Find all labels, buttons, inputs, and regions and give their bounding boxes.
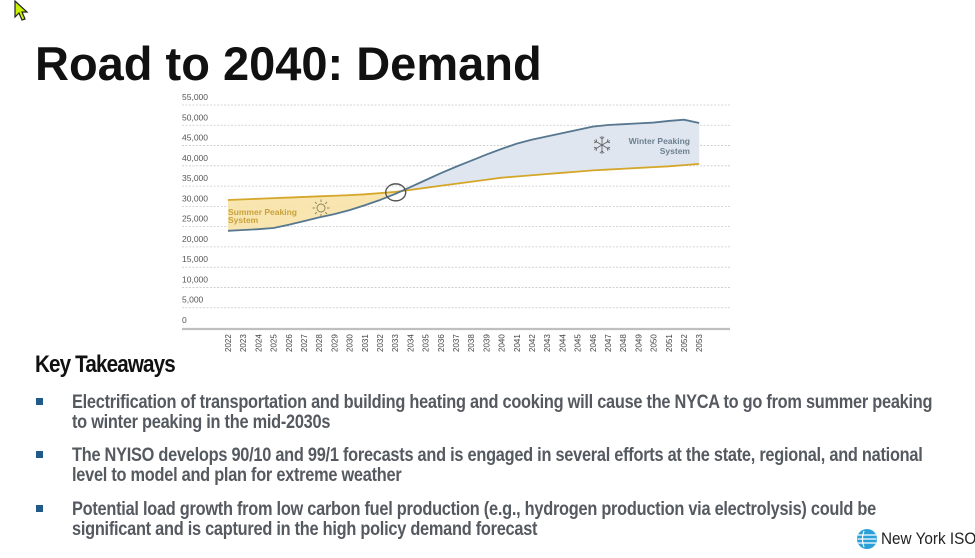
takeaway-2-line-2: level to model and plan for extreme weat… (72, 465, 402, 486)
x-tick-label: 2050 (650, 334, 659, 352)
takeaway-3-line-1: Potential load growth from low carbon fu… (72, 499, 876, 520)
x-tick-label: 2039 (482, 334, 491, 352)
x-tick-label: 2052 (680, 334, 689, 352)
winter-system-label: System (660, 146, 691, 156)
x-tick-label: 2029 (330, 334, 339, 352)
takeaway-3-line-2: significant and is captured in the high … (72, 519, 538, 540)
bullet-marker-2 (36, 451, 43, 458)
x-tick-label: 2053 (695, 334, 704, 352)
x-tick-label: 2036 (437, 334, 446, 352)
summer-peaking-area (228, 191, 396, 231)
x-tick-label: 2044 (558, 334, 567, 352)
mouse-cursor-icon (14, 0, 29, 21)
x-tick-label: 2049 (634, 334, 643, 352)
x-tick-label: 2025 (270, 334, 279, 352)
x-axis-labels: 2022 2023 2024 2025 2026 2027 2028 2029 2030 2031… (224, 334, 704, 352)
x-tick-label: 2048 (619, 334, 628, 352)
y-tick-label: 15,000 (182, 254, 208, 264)
y-tick-label: 35,000 (182, 173, 208, 183)
key-takeaways-heading: Key Takeaways (35, 351, 176, 378)
y-axis-labels: 0 5,000 10,000 15,000 20,000 25,000 30,000 35,0… (182, 92, 208, 325)
nyiso-logo: New York ISO (856, 528, 975, 550)
summer-peak-line (227, 163, 700, 201)
demand-chart: 0 5,000 10,000 15,000 20,000 25,000 30,000 35,0… (182, 92, 730, 352)
x-tick-label: 2032 (376, 334, 385, 352)
winter-peaking-label: Winter Peaking (629, 136, 690, 146)
winter-peaking-area (395, 119, 700, 194)
y-tick-label: 0 (182, 315, 187, 325)
x-tick-label: 2026 (285, 334, 294, 352)
x-tick-label: 2030 (346, 334, 355, 352)
y-tick-label: 50,000 (182, 112, 208, 122)
x-tick-label: 2027 (300, 334, 309, 352)
y-tick-label: 45,000 (182, 133, 208, 143)
x-tick-label: 2046 (589, 334, 598, 352)
chart-lines (227, 118, 700, 232)
y-tick-label: 30,000 (182, 193, 208, 203)
x-tick-label: 2035 (422, 334, 431, 352)
summer-system-label: System (228, 215, 259, 225)
x-tick-label: 2022 (224, 334, 233, 352)
x-tick-label: 2034 (406, 334, 415, 352)
x-tick-label: 2051 (665, 334, 674, 352)
takeaway-1-line-1: Electrification of transportation and bu… (72, 392, 933, 413)
x-tick-label: 2042 (528, 334, 537, 352)
crossover-circle (385, 183, 407, 202)
x-tick-label: 2045 (574, 334, 583, 352)
x-tick-label: 2043 (543, 334, 552, 352)
bullet-marker-1 (36, 398, 43, 405)
y-tick-label: 25,000 (182, 214, 208, 224)
takeaway-1-line-2: to winter peaking in the mid-2030s (72, 412, 331, 433)
sun-icon (312, 199, 330, 217)
y-tick-label: 5,000 (182, 295, 204, 305)
x-tick-label: 2033 (391, 334, 400, 352)
winter-peak-line (227, 118, 700, 232)
takeaway-2: The NYISO develops 90/10 and 99/1 foreca… (72, 446, 949, 486)
y-tick-label: 10,000 (182, 274, 208, 284)
x-tick-label: 2031 (361, 334, 370, 352)
summer-peaking-label: Summer Peaking (228, 207, 297, 217)
globe-icon (857, 529, 877, 549)
logo-text: New York ISO (881, 529, 975, 548)
x-tick-label: 2023 (239, 334, 248, 352)
x-tick-label: 2028 (315, 334, 324, 352)
snowflake-icon (593, 136, 611, 154)
y-tick-label: 20,000 (182, 234, 208, 244)
y-tick-label: 55,000 (182, 92, 208, 102)
takeaway-2-line-1: The NYISO develops 90/10 and 99/1 foreca… (72, 445, 923, 466)
slide-title: Road to 2040: Demand (35, 37, 542, 90)
bullet-marker-3 (36, 505, 43, 512)
x-tick-label: 2040 (498, 334, 507, 352)
takeaway-3: Potential load growth from low carbon fu… (72, 500, 949, 540)
y-tick-label: 40,000 (182, 153, 208, 163)
takeaway-1: Electrification of transportation and bu… (72, 393, 949, 433)
x-tick-label: 2041 (513, 334, 522, 352)
x-tick-label: 2038 (467, 334, 476, 352)
x-tick-label: 2024 (254, 334, 263, 352)
x-tick-label: 2037 (452, 334, 461, 352)
x-tick-label: 2047 (604, 334, 613, 352)
chart-areas (228, 119, 700, 231)
